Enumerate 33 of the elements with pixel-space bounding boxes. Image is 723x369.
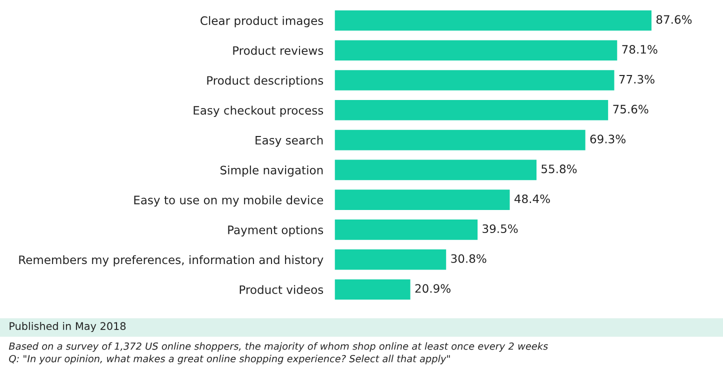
bar xyxy=(334,249,446,270)
data-label: 75.6% xyxy=(613,104,648,114)
data-label: 48.4% xyxy=(514,194,550,204)
y-tick-label: Product reviews xyxy=(233,46,324,55)
data-label: 87.6% xyxy=(656,15,692,24)
bar xyxy=(334,40,618,61)
text: Based on a survey of 1,372 US online shoppers, the majority of whom shop online at least once every 2 weeks xyxy=(8,342,548,352)
bar xyxy=(334,190,510,210)
data-label: 55.8% xyxy=(542,164,577,174)
bar xyxy=(334,70,614,90)
y-tick-label: Simple navigation xyxy=(220,166,323,177)
bar xyxy=(334,220,478,240)
y-tick-label: Clear product images xyxy=(200,16,324,28)
text: Published in May 2018 xyxy=(10,322,126,332)
y-tick-label: Easy checkout process xyxy=(194,106,324,117)
bar xyxy=(334,10,652,31)
data-label: 20.9% xyxy=(415,284,450,293)
data-label: 30.8% xyxy=(451,254,486,263)
y-tick-label: Easy to use on my mobile device xyxy=(134,195,324,207)
bar xyxy=(334,130,586,150)
bar xyxy=(334,100,608,120)
data-label: 78.1% xyxy=(622,44,658,54)
y-tick-label: Easy search xyxy=(256,136,323,147)
text: Q: "In your opinion, what makes a great online shopping experience? Select all that apply" xyxy=(9,354,450,364)
y-tick-label: Product videos xyxy=(240,285,324,294)
bar xyxy=(334,279,410,300)
bar xyxy=(334,160,537,180)
data-label: 39.5% xyxy=(482,224,518,234)
y-tick-label: Payment options xyxy=(228,225,324,236)
data-label: 69.3% xyxy=(590,134,626,144)
y-tick-label: Product descriptions xyxy=(207,76,324,88)
data-label: 77.3% xyxy=(619,74,654,84)
y-tick-label: Remembers my preferences, information and history xyxy=(19,255,324,266)
